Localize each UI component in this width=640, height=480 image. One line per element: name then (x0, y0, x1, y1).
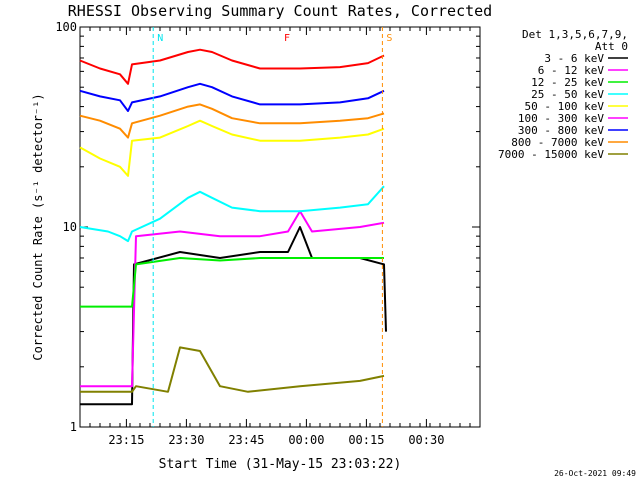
y-axis-ticks: 1 10 100 (55, 20, 480, 434)
x-tick-label: 00:00 (288, 433, 324, 447)
legend-title-line-1: Att 0 (595, 40, 628, 53)
legend-title-line-0: Det 1,3,5,6,7,9, (522, 28, 628, 41)
series-line-4 (79, 119, 385, 177)
x-tick-label: 23:30 (168, 433, 204, 447)
series-line-9 (79, 48, 385, 85)
series-line-8 (80, 346, 385, 393)
legend-label-4: 50 - 100 keV (525, 100, 605, 113)
x-tick-label: 00:30 (408, 433, 444, 447)
y-axis-label: Corrected Count Rate (s⁻¹ detector⁻¹) (31, 93, 45, 360)
legend-label-1: 6 - 12 keV (538, 64, 605, 77)
series-line-1 (80, 210, 385, 388)
legend-label-2: 12 - 25 keV (531, 76, 604, 89)
flag-label-1: F (284, 33, 290, 44)
legend-label-3: 25 - 50 keV (531, 88, 604, 101)
y-tick-label: 10 (63, 220, 77, 234)
timestamp: 26-Oct-2021 09:49 (554, 469, 636, 478)
chart-title: RHESSI Observing Summary Count Rates, Co… (68, 2, 492, 20)
legend-label-8: 7000 - 15000 keV (498, 148, 604, 161)
series-line-3 (79, 185, 385, 243)
x-axis-ticks: 23:15 23:30 23:45 00:00 00:15 00:30 (79, 27, 481, 447)
x-tick-label: 23:15 (108, 433, 144, 447)
x-axis-label: Start Time (31-May-15 23:03:22) (159, 457, 402, 472)
y-tick-label: 100 (55, 20, 77, 34)
legend-label-5: 100 - 300 keV (518, 112, 604, 125)
x-tick-label: 00:15 (348, 433, 384, 447)
flag-label-0: N (157, 33, 163, 44)
flag-label-2: S (386, 33, 392, 44)
legend-label-7: 800 - 7000 keV (511, 136, 604, 149)
series-line-6 (79, 82, 385, 112)
x-tick-label: 23:45 (228, 433, 264, 447)
series-group (79, 48, 387, 406)
series-line-7 (79, 103, 385, 139)
legend-label-0: 3 - 6 keV (544, 52, 604, 65)
series-line-0 (80, 226, 387, 406)
y-tick-label: 1 (70, 420, 77, 434)
legend-label-6: 300 - 800 keV (518, 124, 604, 137)
series-line-2 (80, 257, 384, 308)
